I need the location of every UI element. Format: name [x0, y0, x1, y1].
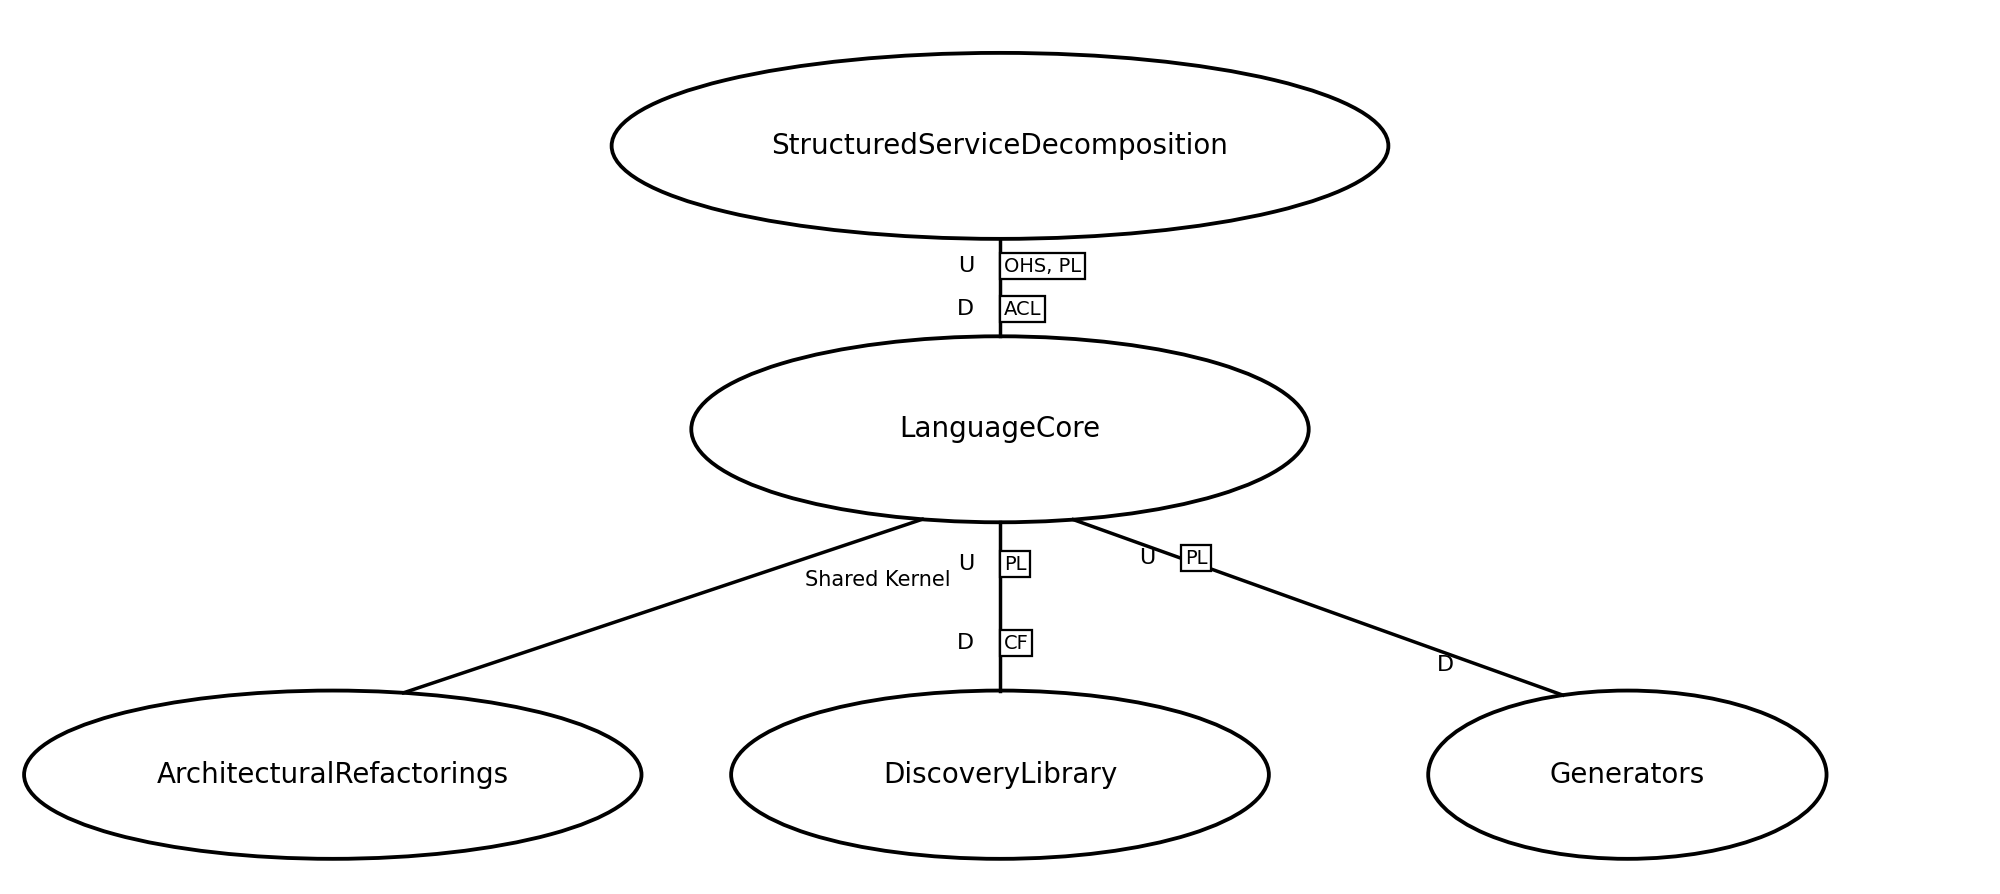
Text: D: D — [956, 634, 974, 654]
Text: StructuredServiceDecomposition: StructuredServiceDecomposition — [772, 132, 1228, 160]
Text: U: U — [958, 257, 974, 276]
Text: PL: PL — [1184, 549, 1208, 568]
Text: D: D — [956, 299, 974, 319]
Text: Generators: Generators — [1550, 761, 1704, 789]
Text: ArchitecturalRefactorings: ArchitecturalRefactorings — [156, 761, 508, 789]
Text: Shared Kernel: Shared Kernel — [804, 569, 950, 590]
Text: PL: PL — [1004, 555, 1026, 574]
Text: U: U — [958, 554, 974, 574]
Text: U: U — [1138, 548, 1156, 569]
Text: ACL: ACL — [1004, 299, 1042, 318]
Text: LanguageCore: LanguageCore — [900, 416, 1100, 443]
Text: DiscoveryLibrary: DiscoveryLibrary — [882, 761, 1118, 789]
Text: CF: CF — [1004, 634, 1028, 653]
Text: D: D — [1436, 655, 1454, 675]
Text: OHS, PL: OHS, PL — [1004, 257, 1082, 275]
